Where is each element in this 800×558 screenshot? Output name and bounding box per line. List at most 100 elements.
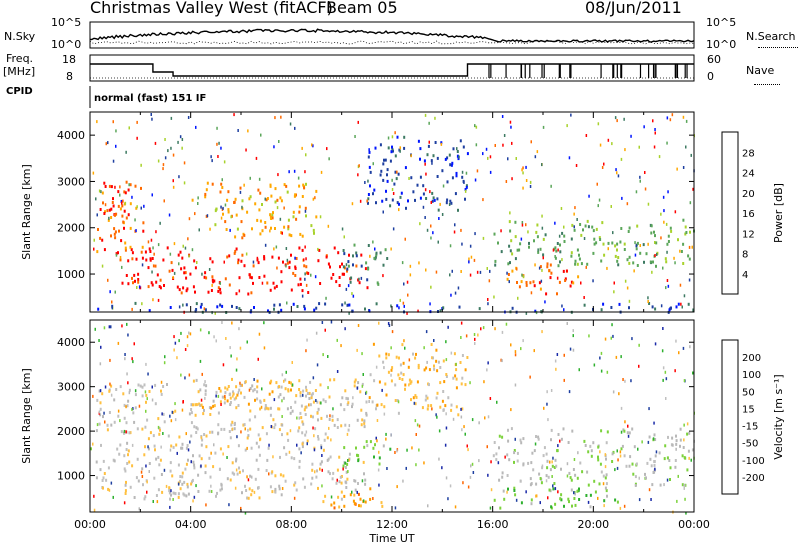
power-cell [669,226,672,230]
velocity-cell [160,392,163,396]
velocity-noise-cell [160,445,162,449]
power-cell [338,284,341,287]
power-noise-cell [172,179,174,183]
power-noise-cell [172,153,175,157]
velocity-noise-cell [413,401,416,405]
power-cell [216,305,219,309]
velocity-cell [185,494,188,498]
power-cell [256,258,259,262]
velocity-noise-cell [662,366,665,370]
power-cell [360,264,363,268]
power-cell [158,285,161,288]
velocity-noise-cell [619,506,622,510]
velocity-cell [252,389,255,393]
velocity-cell [567,441,570,444]
power-cell [445,201,448,205]
velocity-noise-cell [484,416,486,420]
power-noise-cell [601,166,604,169]
power-cell [533,239,535,243]
power-cell [436,175,439,178]
velocity-noise-cell [217,394,220,398]
power-cell [315,306,318,310]
power-cell [576,248,579,252]
power-cell [382,263,385,267]
power-noise-cell [182,303,184,307]
velocity-cell [220,427,223,431]
velocity-cell [675,442,678,446]
velocity-cell [535,435,537,438]
velocity-cell [337,495,340,499]
power-noise-cell [107,278,109,282]
velocity-cell [295,394,298,398]
power-cell [511,306,514,310]
velocity-cell [423,368,426,372]
power-cell [580,233,583,237]
power-cell [375,251,378,255]
velocity-noise-cell [600,351,603,355]
power-noise-cell [475,125,478,129]
velocity-cell [562,427,565,431]
power-noise-cell [121,201,123,205]
velocity-noise-cell [319,467,321,471]
power-cell [516,248,519,252]
velocity-cell [546,466,549,470]
velocity-cell [372,446,375,450]
velocity-cell [543,446,546,450]
velocity-cell [328,395,331,399]
velocity-noise-cell [510,343,512,347]
velocity-cell [322,398,325,402]
velocity-noise-cell [604,453,607,457]
power-noise-cell [209,227,211,231]
velocity-cell [227,445,230,449]
power-noise-cell [150,113,152,116]
power-noise-cell [580,281,582,285]
power-cell [366,278,369,282]
power-cell [398,202,400,206]
velocity-cell [230,423,233,427]
power-noise-cell [294,126,296,130]
power-cell [137,280,140,284]
velocity-cell [160,473,163,476]
power-noise-cell [168,213,171,217]
power-noise-cell [522,166,524,170]
velocity-cell [554,502,557,506]
power-cell [519,242,522,246]
power-noise-cell [419,222,421,226]
velocity-cell [398,377,401,380]
velocity-cell [256,385,259,389]
velocity-noise-cell [654,342,657,346]
power-noise-cell [372,240,374,244]
power-cell [303,264,306,268]
velocity-noise-cell [124,353,126,356]
power-cell [266,281,269,285]
time-tick-label: 04:00 [175,518,207,531]
velocity-cell [233,427,236,431]
power-cell [528,245,530,249]
power-noise-cell [568,156,571,160]
power-noise-cell [326,147,328,151]
velocity-cell [169,461,172,465]
power-cell [563,240,566,243]
velocity-cell [192,454,194,458]
velocity-cell [101,479,104,482]
power-cell [386,168,389,172]
power-noise-cell [654,131,656,135]
velocity-noise-cell [426,360,428,364]
power-cell [452,147,455,151]
power-noise-cell [157,159,160,163]
power-cell [626,258,629,262]
power-cell [259,191,262,195]
velocity-noise-cell [248,388,251,392]
velocity-noise-cell [128,391,131,395]
velocity-noise-cell [685,511,687,515]
velocity-noise-cell [550,389,553,392]
power-noise-cell [682,115,685,119]
power-noise-cell [511,141,513,145]
power-cell [247,292,250,296]
velocity-cell [519,438,522,442]
velocity-cell [599,462,602,466]
power-cell [595,227,598,231]
velocity-cell [404,387,406,391]
velocity-noise-cell [258,332,261,336]
velocity-noise-cell [313,434,315,438]
